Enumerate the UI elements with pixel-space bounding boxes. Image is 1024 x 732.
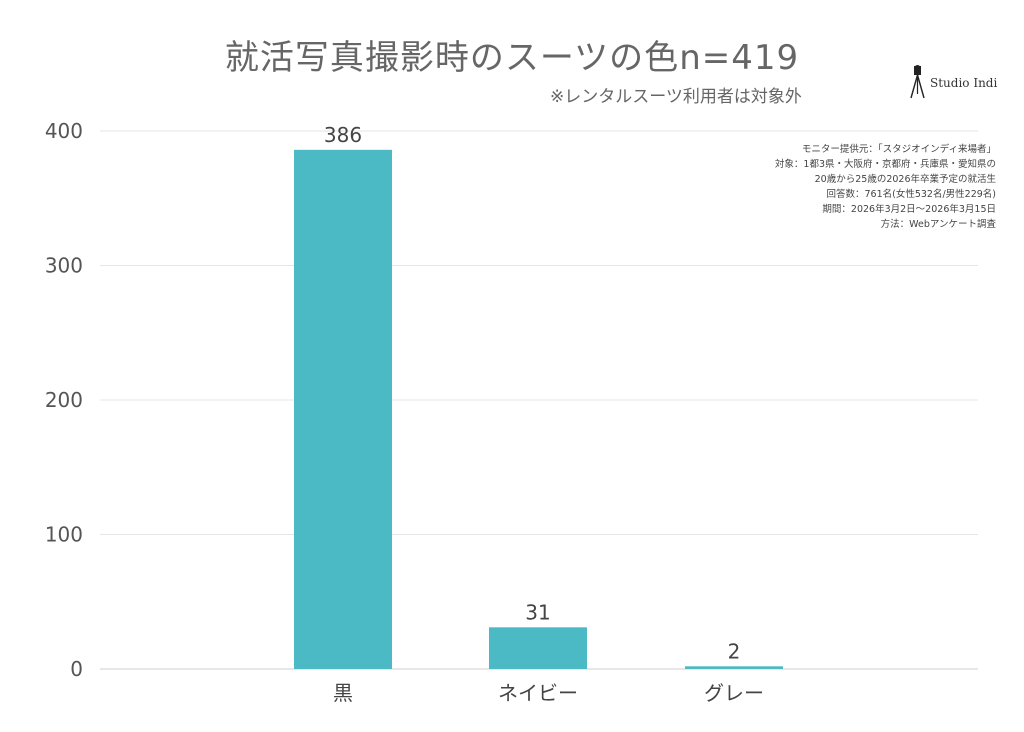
note-line: 20歳から25歳の2026年卒業予定の就活生 bbox=[814, 174, 996, 185]
sample-size: n=419 bbox=[679, 38, 800, 78]
data-label: 2 bbox=[728, 639, 741, 663]
chart-subtitle: ※レンタルスーツ利用者は対象外 bbox=[550, 87, 802, 107]
note-line: 期間：2026年3月2日〜2026年3月15日 bbox=[822, 204, 996, 215]
y-tick-label: 400 bbox=[45, 119, 83, 143]
y-tick-label: 100 bbox=[45, 523, 83, 547]
note-line: モニター提供元：「スタジオインディ来場者」 bbox=[801, 144, 996, 155]
data-label: 31 bbox=[525, 600, 550, 624]
note-line: 対象：1都3県・大阪府・京都府・兵庫県・愛知県の bbox=[774, 159, 996, 170]
bar bbox=[294, 149, 392, 669]
y-tick-label: 0 bbox=[70, 657, 83, 681]
camera-tripod-icon bbox=[910, 65, 925, 99]
x-tick-label: 黒 bbox=[333, 681, 353, 705]
data-label: 386 bbox=[324, 123, 362, 147]
note-line: 方法：Webアンケート調査 bbox=[880, 219, 996, 230]
x-tick-label: グレー bbox=[704, 681, 764, 705]
bar bbox=[489, 627, 587, 669]
note-line: 回答数：761名(女性532名/男性229名) bbox=[826, 189, 996, 200]
chart-title: 就活写真撮影時のスーツの色 bbox=[224, 38, 680, 78]
y-tick-label: 200 bbox=[45, 388, 83, 412]
logo-text: Studio Indi bbox=[930, 76, 998, 90]
chart-title-block: 就活写真撮影時のスーツの色n=419 bbox=[0, 30, 1024, 79]
bar bbox=[685, 666, 783, 669]
survey-notes: モニター提供元：「スタジオインディ来場者」 対象：1都3県・大阪府・京都府・兵庫… bbox=[775, 142, 996, 232]
y-tick-label: 300 bbox=[45, 254, 83, 278]
x-tick-label: ネイビー bbox=[498, 681, 578, 705]
